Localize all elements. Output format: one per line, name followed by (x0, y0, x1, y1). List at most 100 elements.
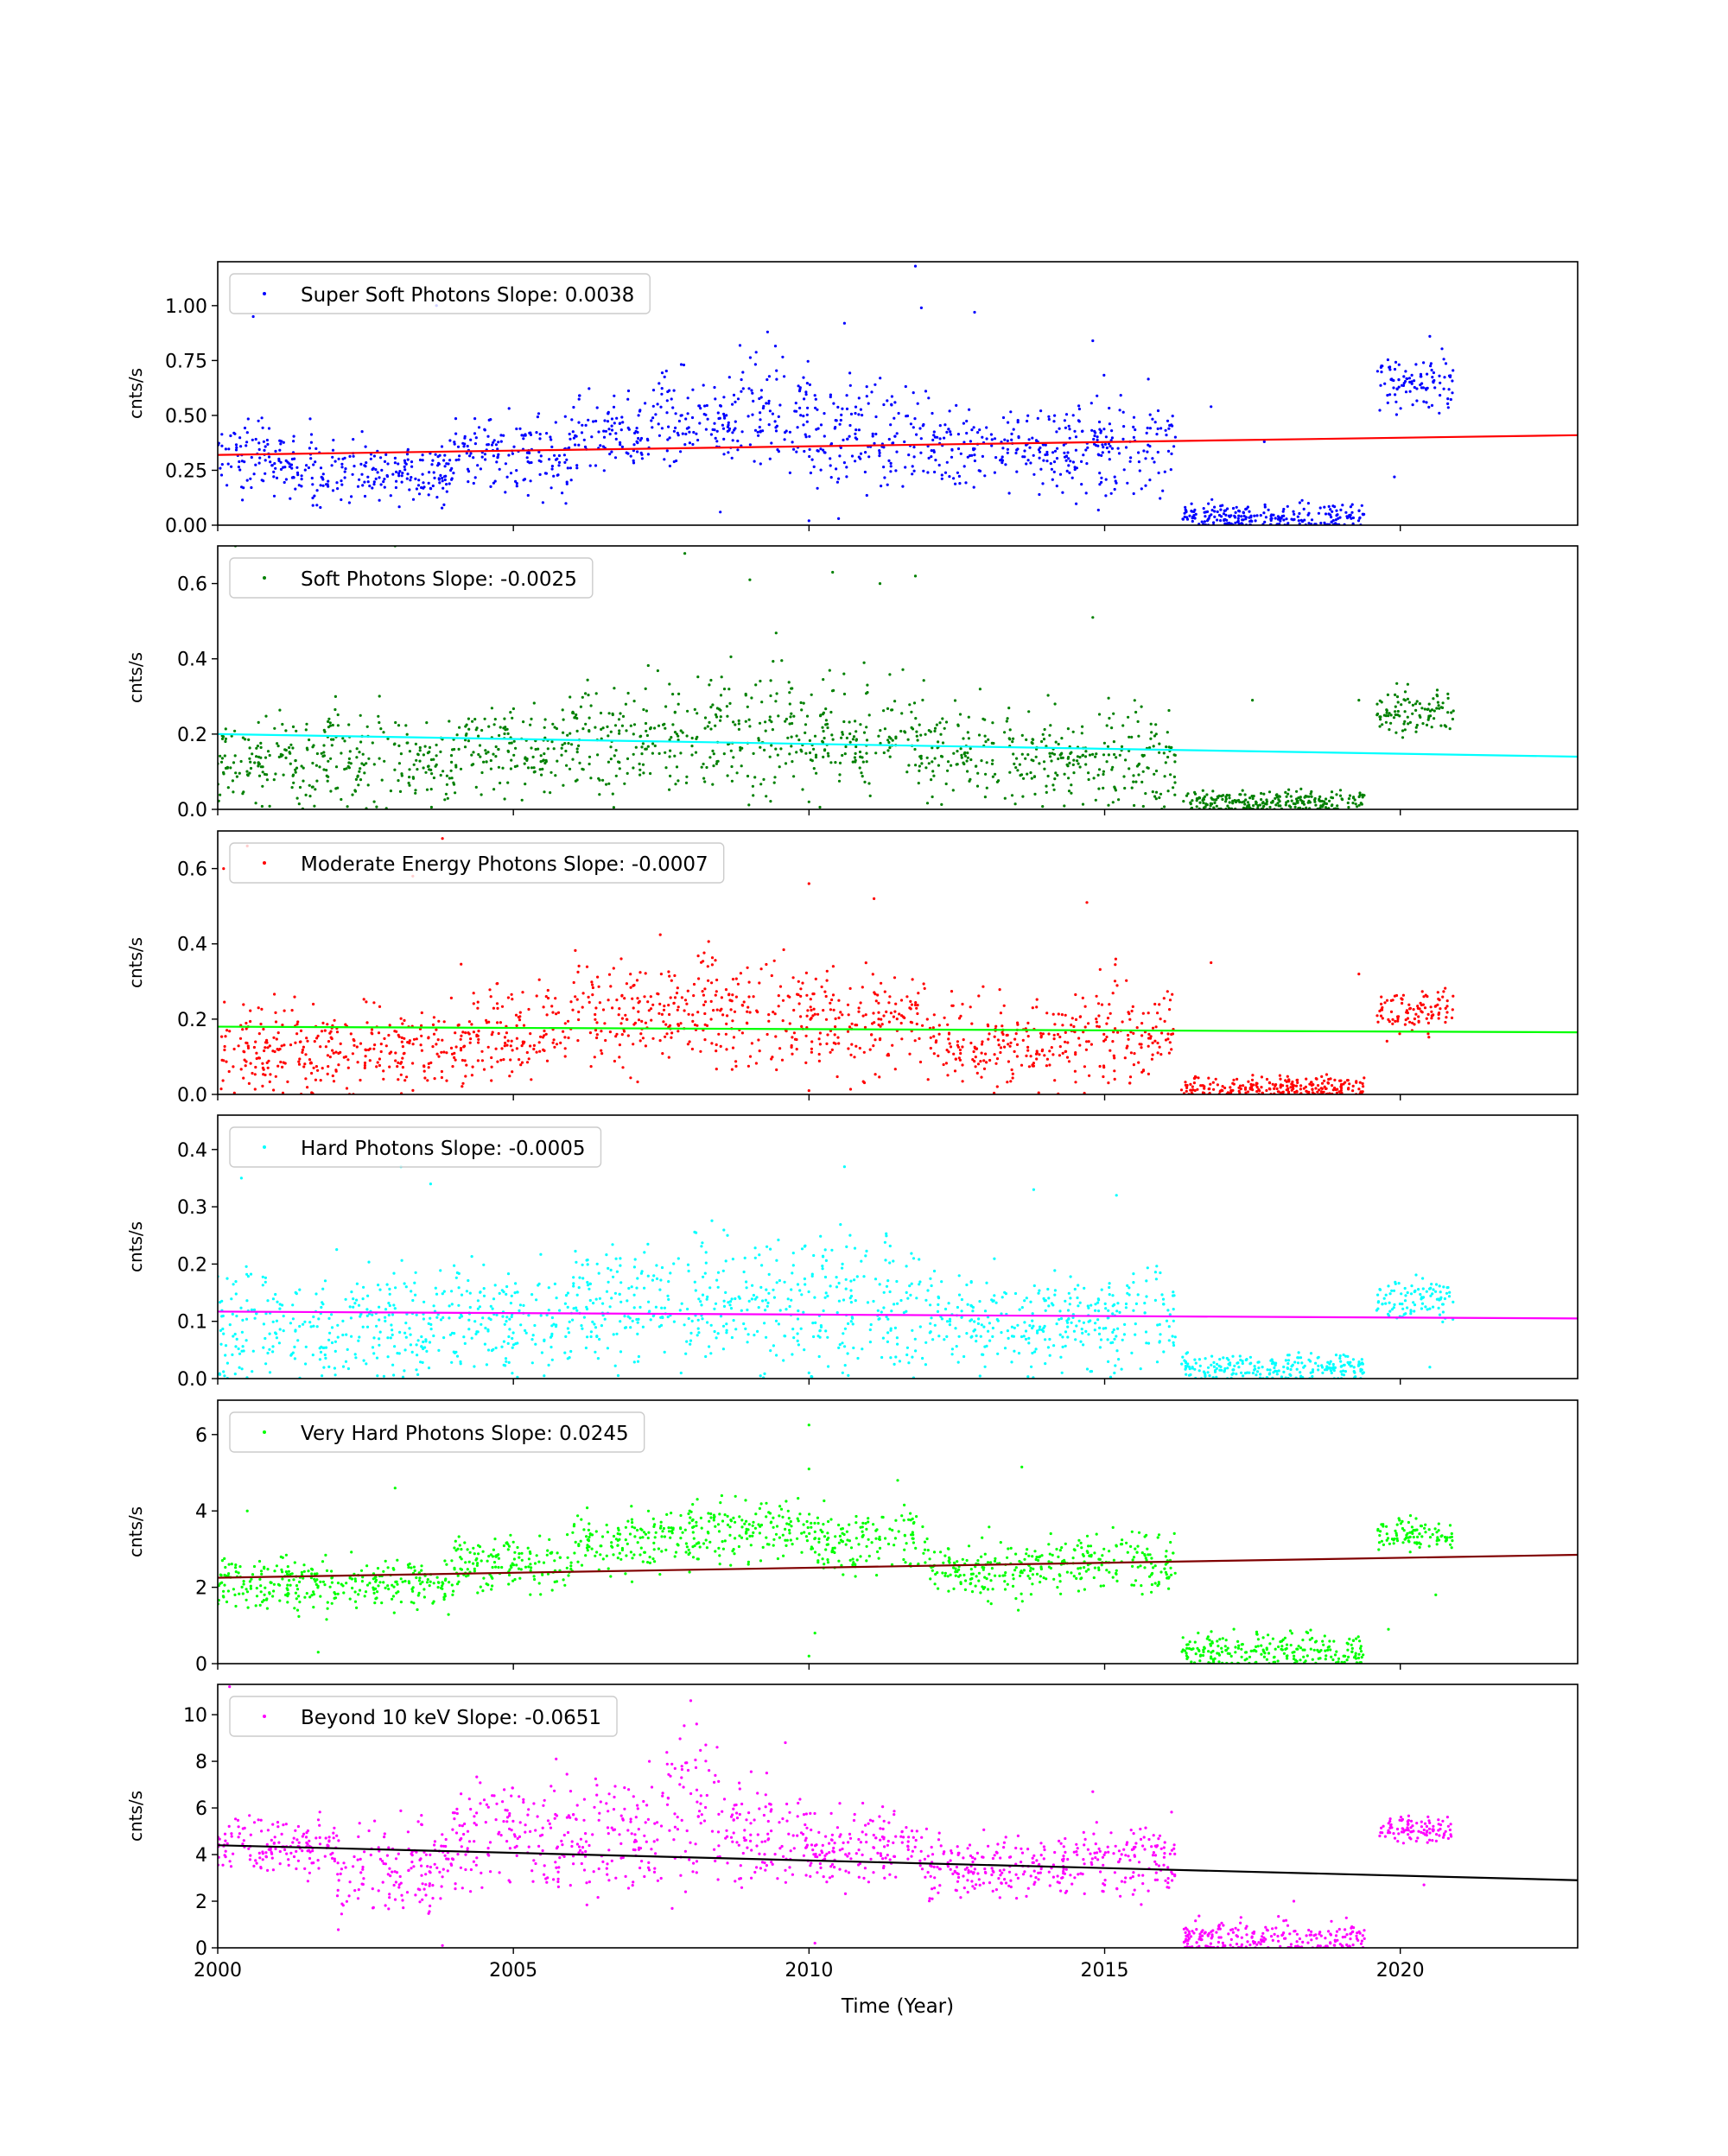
data-point (346, 1058, 350, 1062)
data-point (914, 1001, 918, 1005)
data-point (557, 464, 561, 467)
data-point (229, 434, 232, 438)
data-point (423, 1346, 427, 1349)
data-point (425, 721, 429, 725)
data-point (1326, 1081, 1330, 1084)
data-point (1357, 795, 1361, 799)
data-point (1070, 1024, 1073, 1027)
data-point (867, 713, 871, 717)
data-point (1378, 1009, 1382, 1013)
data-point (649, 1007, 653, 1011)
data-point (408, 1041, 411, 1045)
data-point (1018, 763, 1021, 766)
data-point (410, 1350, 414, 1354)
data-point (343, 470, 346, 473)
data-point (758, 721, 762, 725)
data-point (505, 475, 509, 479)
data-point (274, 1075, 277, 1078)
data-point (429, 1328, 433, 1331)
data-point (791, 976, 795, 980)
data-point (485, 751, 488, 755)
data-point (1110, 436, 1114, 440)
data-point (873, 441, 876, 445)
data-point (686, 396, 689, 400)
data-point (750, 389, 753, 392)
data-point (1329, 1077, 1332, 1081)
data-point (624, 1013, 627, 1017)
data-point (767, 423, 771, 427)
data-point (350, 1335, 353, 1338)
data-point (569, 437, 572, 441)
data-point (675, 992, 679, 995)
data-point (1226, 522, 1229, 525)
data-point (911, 465, 914, 468)
data-point (957, 1017, 962, 1020)
data-point (850, 1043, 854, 1046)
data-point (1184, 1081, 1187, 1084)
data-point (250, 455, 253, 460)
data-point (766, 1032, 769, 1037)
data-point (1097, 453, 1101, 457)
data-point (486, 443, 491, 447)
data-point (550, 438, 553, 441)
data-point (393, 1307, 397, 1310)
data-point (1305, 806, 1308, 809)
data-point (940, 477, 943, 480)
data-point (817, 1059, 822, 1062)
data-point (659, 405, 663, 409)
data-point (791, 1052, 794, 1056)
data-point (702, 762, 705, 766)
data-point (1314, 1087, 1318, 1090)
data-point (715, 440, 719, 443)
data-point (965, 431, 969, 435)
data-point (1121, 1020, 1124, 1024)
data-point (357, 783, 360, 787)
data-point (463, 745, 467, 749)
data-point (1243, 793, 1247, 796)
data-point (477, 1030, 480, 1033)
data-point (772, 660, 775, 663)
data-point (1014, 1032, 1018, 1036)
data-point (921, 424, 924, 428)
data-point (734, 723, 737, 726)
data-point (893, 1068, 897, 1071)
data-point (1080, 429, 1084, 433)
data-point (837, 999, 841, 1002)
data-point (729, 1008, 733, 1011)
data-point (289, 1043, 293, 1047)
data-point (308, 738, 311, 742)
data-point (854, 460, 857, 463)
data-point (977, 994, 981, 998)
data-point (685, 734, 689, 738)
data-point (801, 788, 804, 791)
data-point (386, 1355, 390, 1359)
data-point (703, 1000, 708, 1004)
data-point (560, 746, 563, 750)
data-point (298, 1040, 302, 1043)
data-point (952, 477, 956, 480)
data-point (1065, 763, 1069, 766)
data-point (510, 1039, 513, 1043)
data-point (859, 452, 863, 455)
data-point (1379, 715, 1382, 719)
data-point (835, 467, 838, 471)
data-point (830, 733, 834, 737)
data-point (304, 1053, 308, 1056)
data-point (1133, 1052, 1136, 1056)
data-point (1083, 755, 1088, 758)
data-point (410, 465, 414, 468)
data-point (1300, 520, 1305, 523)
data-point (242, 1049, 245, 1053)
data-point (849, 1053, 853, 1056)
data-point (997, 1043, 1001, 1047)
data-point (403, 465, 406, 469)
data-point (837, 1016, 841, 1019)
data-point (1408, 1020, 1412, 1024)
data-point (266, 442, 270, 447)
data-point (1146, 450, 1149, 453)
data-point (552, 474, 556, 478)
data-point (1052, 460, 1057, 464)
data-point (620, 994, 624, 998)
data-point (637, 1018, 641, 1022)
data-point (948, 475, 951, 479)
